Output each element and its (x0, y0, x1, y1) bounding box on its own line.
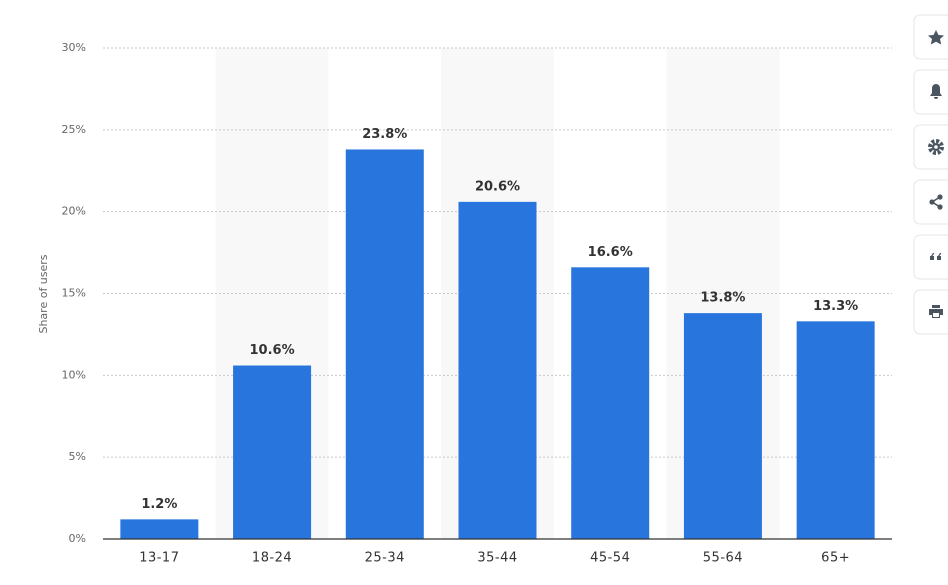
value-label: 20.6% (475, 179, 520, 194)
bar (233, 365, 312, 539)
y-axis-label: Share of users (37, 254, 50, 333)
print-button[interactable] (913, 289, 948, 335)
value-label: 13.3% (813, 299, 858, 314)
value-label: 10.6% (250, 343, 295, 358)
bar (796, 321, 875, 539)
x-tick-label: 65+ (821, 551, 850, 566)
y-tick-label: 10% (62, 368, 86, 381)
settings-button[interactable] (913, 124, 948, 170)
bar (683, 313, 762, 539)
bar (458, 201, 537, 539)
x-tick-label: 55-64 (703, 551, 743, 566)
value-label: 1.2% (141, 497, 177, 512)
toolbar (913, 14, 948, 335)
x-tick-label: 45-54 (590, 551, 630, 566)
y-tick-label: 20% (62, 205, 86, 218)
bar (571, 267, 650, 539)
bar (120, 519, 199, 539)
x-tick-label: 18-24 (252, 551, 292, 566)
y-tick-label: 5% (69, 450, 86, 463)
notification-button[interactable] (913, 69, 948, 115)
cite-button[interactable] (913, 234, 948, 280)
value-label: 23.8% (362, 127, 407, 142)
y-tick-label: 25% (62, 123, 86, 136)
x-tick-label: 25-34 (365, 551, 405, 566)
y-tick-label: 0% (69, 532, 86, 545)
bar (345, 149, 424, 539)
share-button[interactable] (913, 179, 948, 225)
favorite-button[interactable] (913, 14, 948, 60)
y-tick-label: 30% (62, 41, 86, 54)
x-tick-label: 13-17 (139, 551, 179, 566)
value-label: 16.6% (588, 245, 633, 260)
value-label: 13.8% (700, 291, 745, 306)
x-tick-label: 35-44 (477, 551, 517, 566)
y-tick-label: 15% (62, 287, 86, 300)
